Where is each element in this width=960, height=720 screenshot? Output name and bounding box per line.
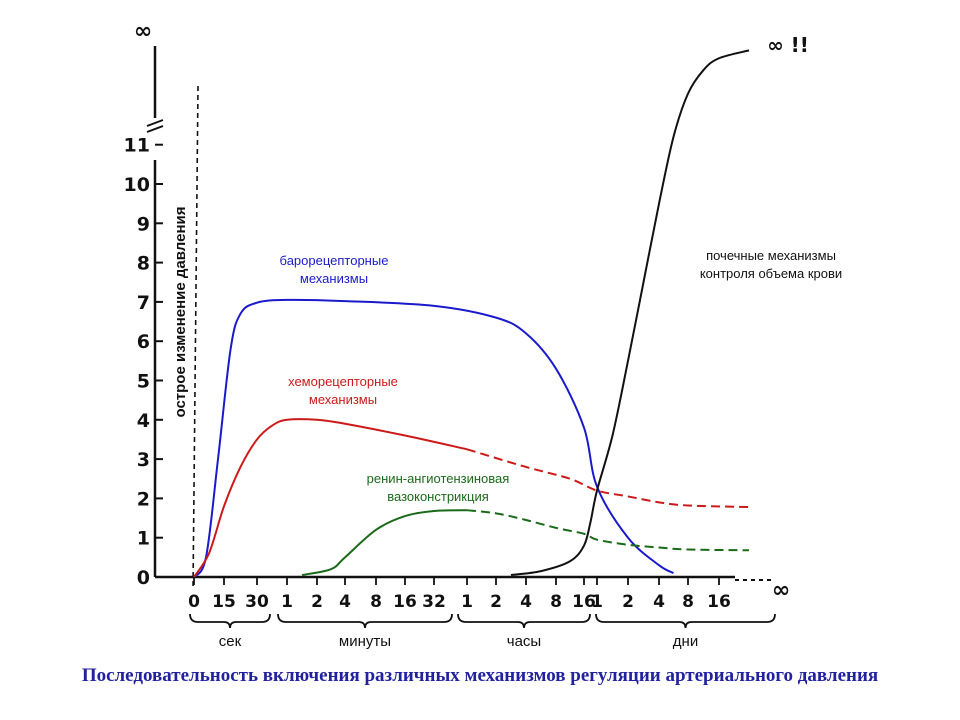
x-group-label: часы — [507, 633, 541, 650]
series-line-4 — [510, 49, 750, 577]
y-tick-label: 0 — [137, 567, 150, 589]
series-line-2-solid — [193, 418, 468, 578]
x-tick-label: 4 — [653, 592, 665, 612]
y-tick-label: 10 — [124, 174, 150, 196]
x-group-label: минуты — [339, 633, 391, 650]
x-infinity-label: ∞ — [772, 578, 790, 603]
x-group-bracket — [277, 613, 453, 629]
renin-label-line2: вазоконстрикция — [387, 489, 489, 504]
x-group-label: сек — [219, 633, 242, 650]
y-tick-label: 9 — [137, 213, 150, 235]
series-line-2-dashed — [466, 448, 750, 509]
y-tick-label: 6 — [137, 331, 150, 353]
y-axis-label: острое изменение давления — [172, 206, 189, 417]
x-tick-label: 8 — [370, 592, 382, 612]
chemo-label-line1: хеморецепторные — [288, 374, 398, 389]
x-group-bracket — [457, 613, 591, 629]
y-tick-label: 3 — [137, 449, 150, 471]
acute-change-line — [192, 85, 199, 591]
x-tick-label: 8 — [550, 592, 562, 612]
renal-label-line2: контроля объема крови — [700, 266, 842, 281]
x-tick-label: 16 — [707, 592, 731, 612]
y-axis: 0 1 2 3 4 5 6 7 8 9 10 11 — [124, 135, 163, 589]
x-tick-label: 4 — [339, 592, 351, 612]
x-axis: 0 15 30 1 2 4 8 16 32 1 2 4 8 161 2 4 8 16 — [188, 577, 731, 612]
x-tick-label: 2 — [311, 592, 323, 612]
x-tick-label: 15 — [212, 592, 236, 612]
x-tick-label: 30 — [245, 592, 269, 612]
x-tick-label: 2 — [490, 592, 502, 612]
axes — [146, 46, 775, 591]
x-tick-label: 1 — [461, 592, 473, 612]
x-tick-label: 16 — [393, 592, 417, 612]
y-tick-label: 11 — [124, 135, 150, 157]
x-tick-label: 8 — [682, 592, 694, 612]
infinity-marker: ∞ !! — [767, 33, 809, 57]
series-line-3-solid — [301, 509, 468, 577]
chemo-label-line2: механизмы — [309, 392, 377, 407]
x-tick-label: 2 — [622, 592, 634, 612]
y-tick-label: 8 — [137, 253, 150, 275]
y-tick-label: 4 — [137, 410, 150, 432]
baro-label-line2: механизмы — [300, 271, 368, 286]
series-line-3-dashed — [466, 509, 750, 552]
y-tick-label: 1 — [137, 528, 150, 550]
x-tick-label: 1 — [281, 592, 293, 612]
x-tick-label: 32 — [422, 592, 446, 612]
y-tick-label: 2 — [137, 488, 150, 510]
x-group-bracket — [595, 613, 776, 629]
renin-label-line1: ренин-ангиотензиновая — [367, 471, 510, 486]
series-line-1 — [193, 298, 674, 578]
y-axis-break — [146, 119, 164, 133]
x-group-brackets: сек минуты часы дни — [189, 613, 776, 650]
y-tick-label: 7 — [137, 292, 150, 314]
y-infinity-label: ∞ — [134, 19, 152, 44]
series-layer — [193, 49, 750, 578]
x-tick-label: 16 — [572, 592, 596, 612]
figure-caption: Последовательность включения различных м… — [81, 665, 879, 686]
x-group-bracket — [189, 613, 271, 629]
x-tick-label: 4 — [520, 592, 532, 612]
renal-label-line1: почечные механизмы — [706, 248, 836, 263]
x-tick-label: 0 — [188, 592, 200, 612]
x-tick-label: 1 — [591, 592, 603, 612]
y-tick-label: 5 — [137, 371, 150, 393]
x-group-label: дни — [673, 633, 698, 650]
baro-label-line1: барорецепторные — [280, 253, 389, 268]
